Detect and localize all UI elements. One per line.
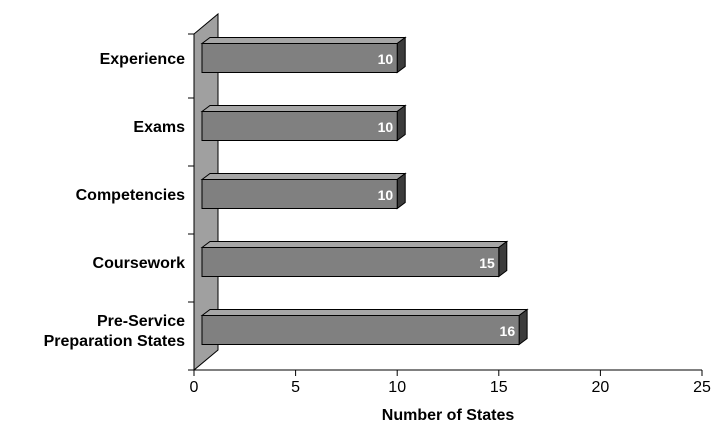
- x-axis-title: Number of States: [382, 407, 515, 424]
- bar: [200, 172, 407, 210]
- bar-top-face: [200, 105, 407, 112]
- bar-top-face: [200, 173, 407, 180]
- bar-side-face: [498, 240, 508, 278]
- bar: [200, 104, 407, 142]
- category-label: Exams: [133, 119, 185, 136]
- x-tick-label: 25: [693, 379, 711, 396]
- x-tick-label: 10: [388, 379, 406, 396]
- bar-side-face: [518, 308, 528, 346]
- x-tick-label: 5: [291, 379, 300, 396]
- x-tick-label: 15: [490, 379, 508, 396]
- bar-front-face: [201, 179, 398, 209]
- bar-front-face: [201, 247, 500, 277]
- category-label: Coursework: [93, 255, 186, 272]
- bar-side-face: [396, 172, 406, 210]
- bar-value-label: 15: [479, 255, 495, 271]
- bars-group: [200, 36, 529, 346]
- bar-front-face: [201, 111, 398, 141]
- bar-value-label: 16: [500, 323, 516, 339]
- axes-group: [188, 33, 703, 376]
- bar-side-face: [396, 36, 406, 74]
- bar: [200, 308, 529, 346]
- bar-front-face: [201, 315, 520, 345]
- x-tick-label: 20: [592, 379, 610, 396]
- bar-top-face: [200, 37, 407, 44]
- x-tick-label: 0: [190, 379, 199, 396]
- bar-value-label: 10: [378, 51, 394, 67]
- bar-top-face: [200, 241, 509, 248]
- labels-group: 0 5 10 15 20 25 10 Experience 10 Exams 10 Competenc…: [44, 51, 711, 396]
- bar: [200, 36, 407, 74]
- bar-front-face: [201, 43, 398, 73]
- bar-value-label: 10: [378, 187, 394, 203]
- bar-top-face: [200, 309, 529, 316]
- category-label: Experience: [100, 51, 185, 68]
- category-label: Competencies: [76, 187, 185, 204]
- bar: [200, 240, 509, 278]
- bar-side-face: [396, 104, 406, 142]
- category-label: Pre-Service Preparation States: [44, 313, 185, 350]
- bar-value-label: 10: [378, 119, 394, 135]
